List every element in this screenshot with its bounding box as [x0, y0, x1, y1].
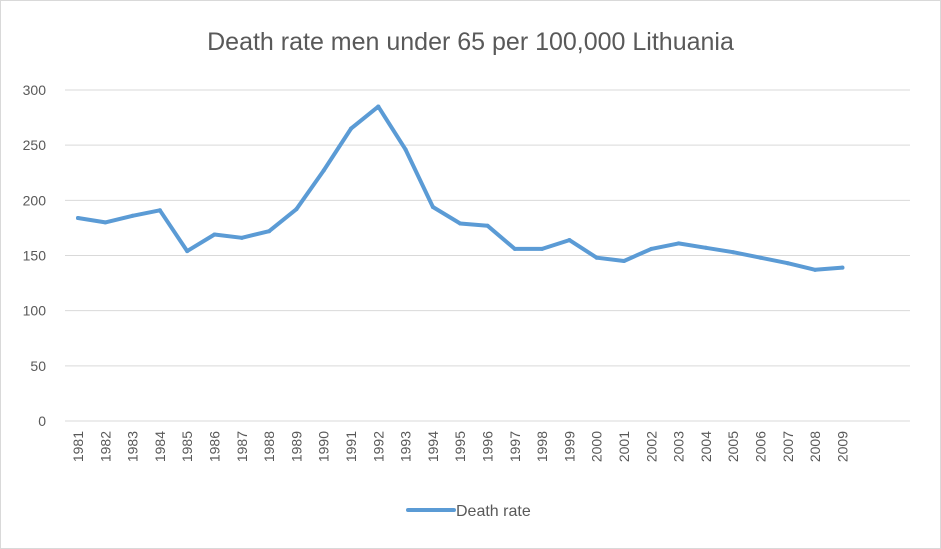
x-tick-label: 1994: [425, 431, 441, 462]
data-point: [212, 232, 217, 237]
y-tick-label: 100: [23, 303, 47, 319]
data-point: [76, 215, 80, 220]
data-point: [676, 241, 681, 246]
x-tick-label: 2000: [589, 431, 605, 462]
data-point: [185, 249, 190, 254]
data-point: [622, 259, 626, 264]
data-point: [813, 267, 818, 272]
x-tick-label: 1996: [480, 431, 496, 462]
x-tick-label: 1988: [261, 431, 277, 462]
series-line-0: [76, 104, 845, 272]
y-axis-ticks: 0 50 100 150 200 250 300: [23, 82, 47, 429]
x-tick-label: 2006: [753, 431, 769, 462]
x-tick-label: 1997: [507, 431, 523, 462]
x-tick-label: 2001: [616, 431, 632, 462]
x-tick-label: 1993: [398, 431, 414, 462]
data-point: [731, 250, 736, 255]
data-point: [649, 246, 654, 251]
data-point: [458, 221, 463, 226]
x-tick-label: 1992: [370, 431, 386, 462]
y-tick-label: 150: [23, 248, 47, 264]
x-tick-label: 2008: [807, 431, 823, 462]
x-tick-label: 1985: [179, 431, 195, 462]
data-point: [485, 223, 490, 228]
y-tick-label: 300: [23, 82, 47, 98]
legend-label: Death rate: [456, 503, 531, 520]
x-tick-label: 1986: [207, 431, 223, 462]
data-point: [130, 213, 135, 218]
x-tick-label: 1990: [316, 431, 332, 462]
x-tick-label: 1991: [343, 431, 359, 462]
x-tick-label: 2004: [698, 431, 714, 462]
data-point: [840, 265, 845, 270]
series-layer: [76, 104, 845, 272]
data-point: [512, 246, 517, 251]
data-point: [103, 220, 108, 225]
data-point: [758, 255, 763, 260]
y-tick-label: 50: [30, 358, 46, 374]
data-point: [349, 126, 353, 131]
chart-title: Death rate men under 65 per 100,000 Lith…: [207, 28, 734, 56]
data-point: [594, 255, 599, 260]
data-point: [703, 245, 708, 250]
x-tick-label: 1984: [152, 431, 168, 462]
x-tick-label: 1982: [97, 431, 113, 462]
data-point: [567, 238, 572, 243]
data-point: [430, 204, 435, 209]
data-point: [321, 168, 326, 173]
y-tick-label: 200: [23, 192, 47, 208]
grid-lines: [65, 89, 910, 422]
x-tick-label: 1981: [70, 431, 86, 462]
data-point: [540, 246, 545, 251]
x-tick-label: 2009: [834, 431, 850, 462]
data-point: [785, 261, 790, 266]
legend: Death rate: [406, 503, 531, 520]
data-point: [403, 147, 408, 152]
data-point: [376, 104, 381, 109]
x-tick-label: 2007: [780, 431, 796, 462]
x-tick-label: 1983: [125, 431, 141, 462]
x-tick-label: 1989: [288, 431, 304, 462]
x-tick-label: 1995: [452, 431, 468, 462]
data-point: [157, 208, 162, 213]
x-tick-label: 2005: [725, 431, 741, 462]
x-tick-label: 1999: [561, 431, 577, 462]
x-tick-label: 2002: [643, 431, 659, 462]
x-tick-label: 1998: [534, 431, 550, 462]
x-axis-ticks: 1981 1982 1983 1984 1985 1986 1987 1988 1989 1990…: [70, 431, 850, 462]
y-tick-label: 0: [38, 413, 46, 429]
data-point: [294, 207, 299, 212]
data-point: [267, 229, 272, 234]
y-tick-label: 250: [23, 137, 47, 153]
x-tick-label: 2003: [671, 431, 687, 462]
data-point: [239, 235, 244, 240]
x-tick-label: 1987: [234, 431, 250, 462]
